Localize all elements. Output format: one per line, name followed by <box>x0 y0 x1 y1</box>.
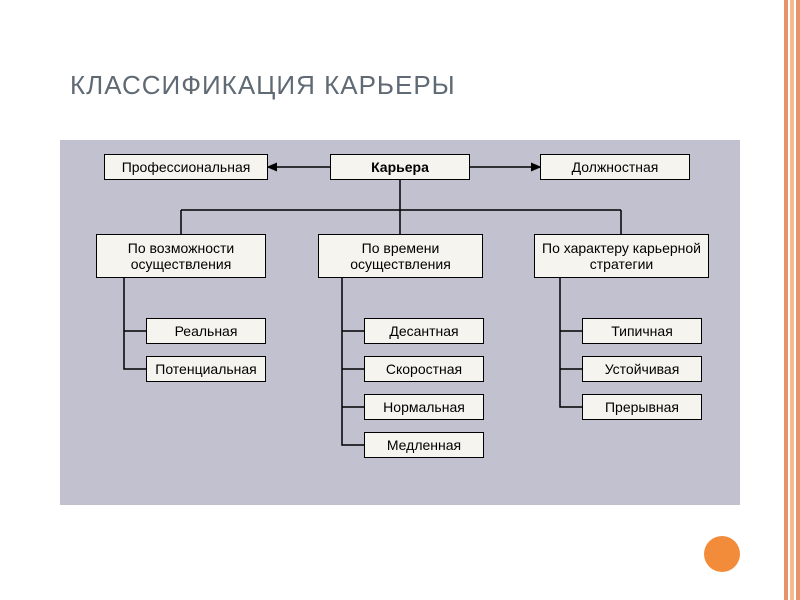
node-c2b: Скоростная <box>364 356 484 382</box>
node-cat3: По характеру карьерной стратегии <box>534 234 709 278</box>
stripe-1 <box>796 0 800 600</box>
node-c3b: Устойчивая <box>582 356 702 382</box>
corner-dot-icon <box>704 536 740 572</box>
stripe-3 <box>784 0 788 600</box>
node-c1b: Потенциальная <box>146 356 266 382</box>
node-c2c: Нормальная <box>364 394 484 420</box>
classification-diagram: Карьера Профессиональная Должностная По воз… <box>60 140 740 505</box>
side-stripes <box>780 0 800 600</box>
node-prof: Профессиональная <box>104 154 268 180</box>
node-cat1: По возможности осуществления <box>96 234 266 278</box>
node-c3a: Типичная <box>582 318 702 344</box>
node-c2d: Медленная <box>364 432 484 458</box>
node-c3c: Прерывная <box>582 394 702 420</box>
node-root: Карьера <box>330 154 470 180</box>
slide: КЛАССИФИКАЦИЯ КАРЬЕРЫ Карьера Профессиона… <box>20 0 780 600</box>
slide-title: КЛАССИФИКАЦИЯ КАРЬЕРЫ <box>70 70 456 101</box>
node-cat2: По времени осуществления <box>318 234 483 278</box>
node-c1a: Реальная <box>146 318 266 344</box>
stripe-2 <box>790 0 794 600</box>
node-post: Должностная <box>540 154 690 180</box>
node-c2a: Десантная <box>364 318 484 344</box>
